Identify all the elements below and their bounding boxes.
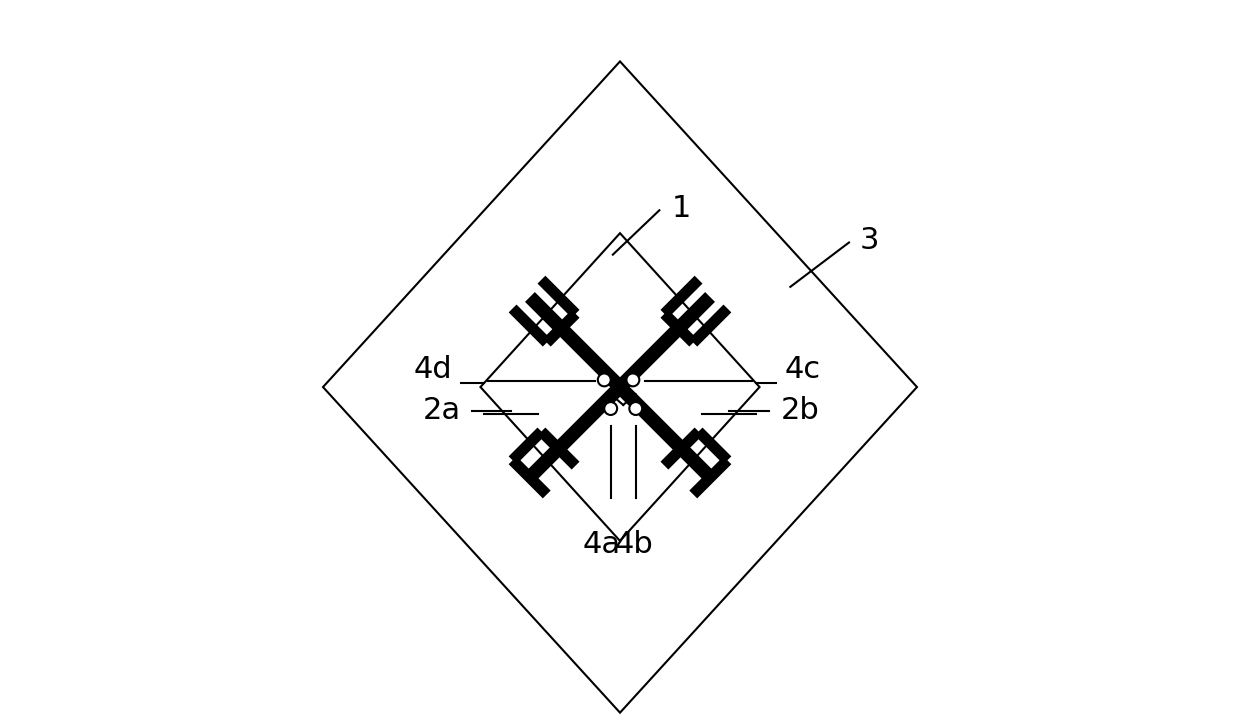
- Text: 4d: 4d: [413, 355, 451, 384]
- Circle shape: [598, 374, 610, 387]
- Text: 4b: 4b: [615, 530, 653, 559]
- Circle shape: [626, 374, 640, 387]
- Text: 4a: 4a: [583, 530, 620, 559]
- Text: 2a: 2a: [423, 396, 461, 425]
- Circle shape: [630, 402, 642, 415]
- Circle shape: [604, 402, 618, 415]
- Text: 1: 1: [672, 193, 691, 223]
- Text: 3: 3: [859, 226, 879, 255]
- Text: 4c: 4c: [785, 355, 821, 384]
- Text: 2b: 2b: [781, 396, 820, 425]
